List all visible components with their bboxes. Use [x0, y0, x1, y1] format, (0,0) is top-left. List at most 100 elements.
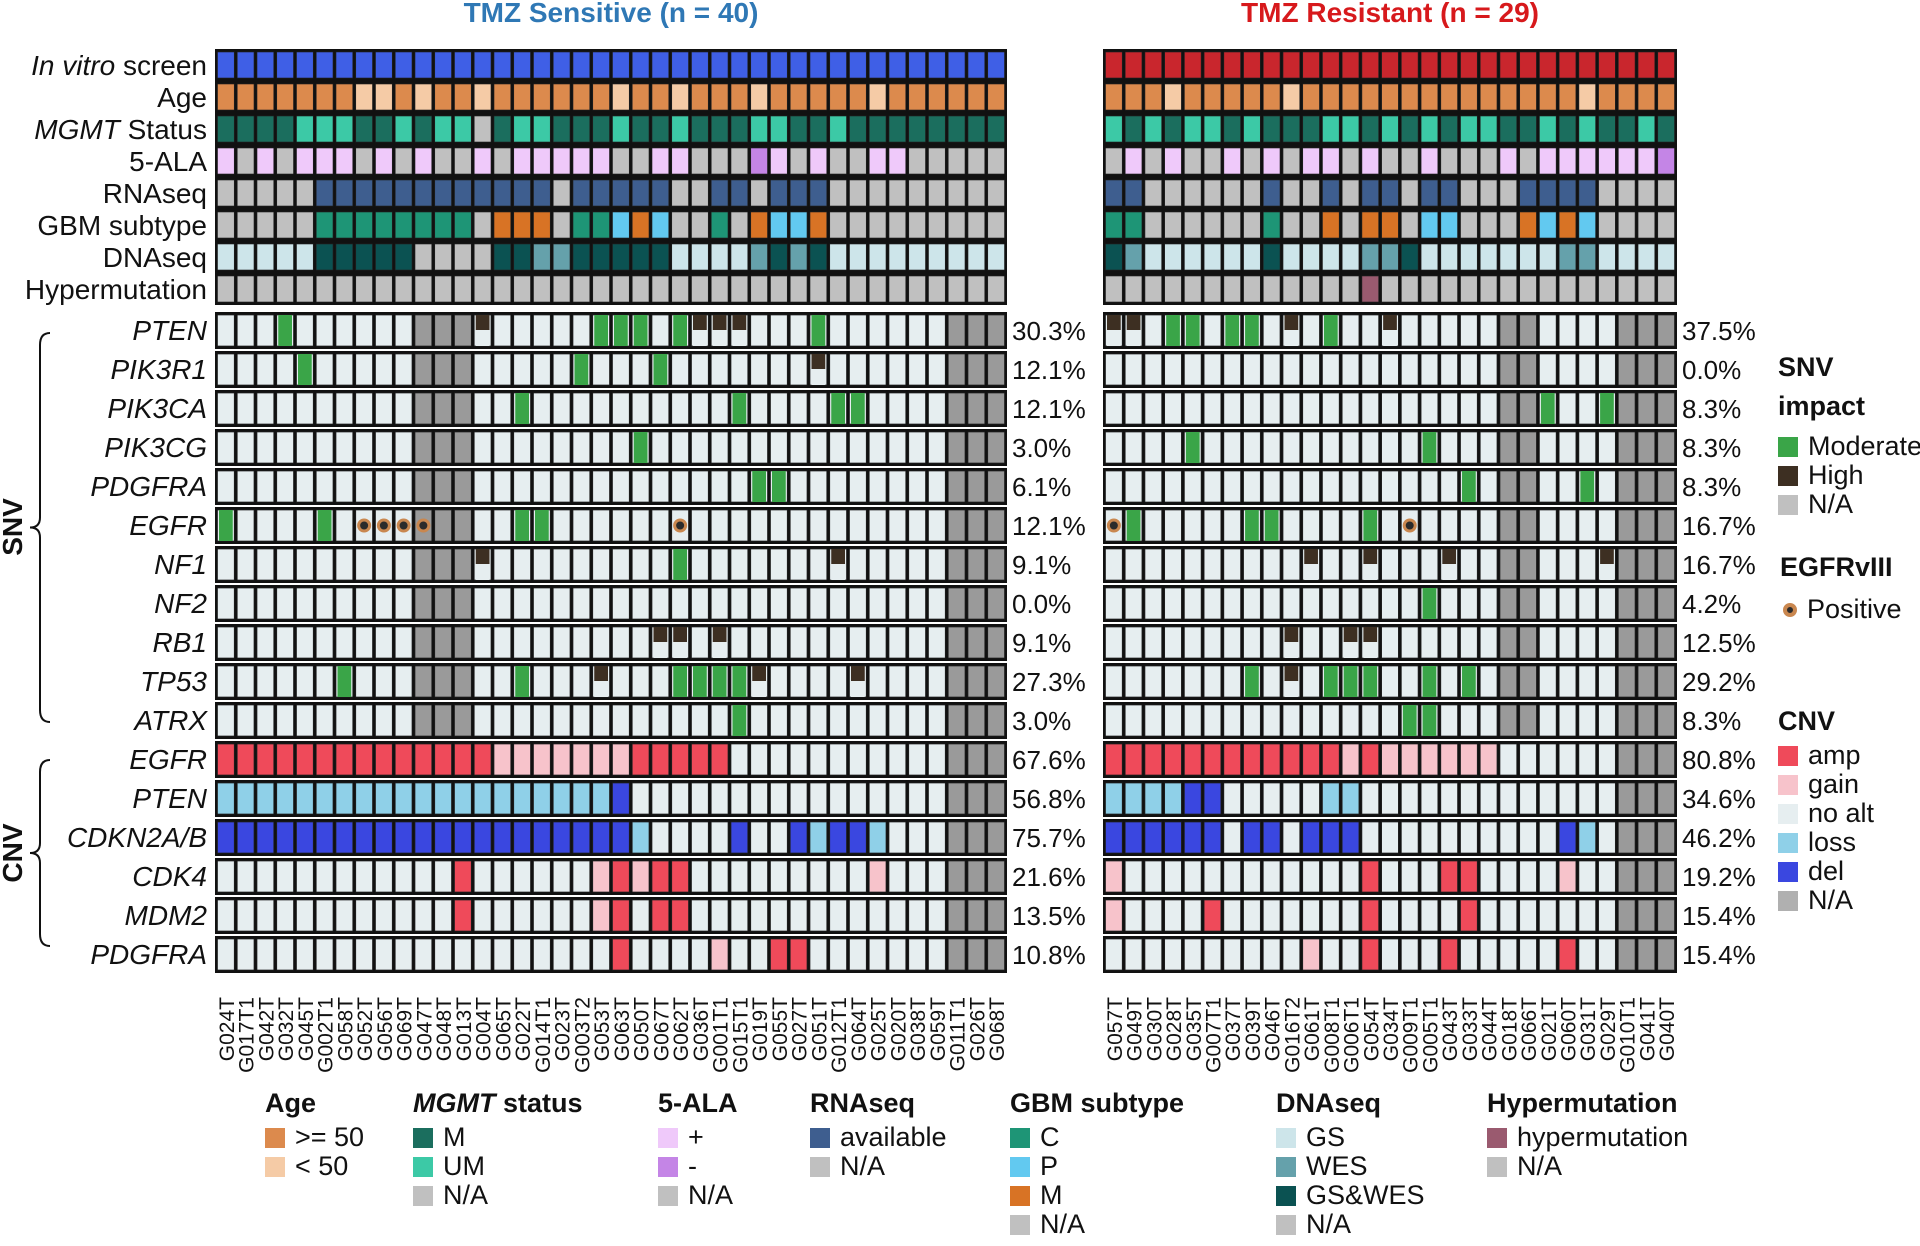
- gene-cell: [256, 743, 275, 776]
- gene-cell: [592, 509, 610, 542]
- gene-cell: [947, 704, 966, 737]
- legend-subtype: GBM subtype C P M N/A: [1010, 1088, 1184, 1239]
- annotation-cell: [1479, 147, 1498, 175]
- legend-swatch: [1778, 465, 1798, 486]
- gene-cell: [296, 821, 314, 854]
- gene-cell: [1637, 743, 1656, 776]
- gene-cell: [1361, 743, 1379, 776]
- annotation-cell: [691, 115, 709, 143]
- gene-cell: [1558, 548, 1577, 581]
- annotation-cell: [730, 115, 749, 143]
- annotation-cell: [1124, 115, 1143, 143]
- annotation-cell: [1243, 51, 1261, 79]
- snv-mark-mod: [515, 510, 529, 541]
- gene-cell: [631, 626, 650, 659]
- annotation-cell: [691, 275, 709, 303]
- annotation-cell: [1282, 115, 1301, 143]
- gene-cell: [1341, 782, 1360, 815]
- gene-cell: [612, 899, 630, 932]
- annotation-cell: [829, 51, 847, 79]
- gene-cell: [868, 587, 887, 620]
- annotation-cell: [1243, 211, 1261, 239]
- gene-cell: [770, 431, 788, 464]
- snv-mark-mod: [712, 666, 727, 697]
- legend-rnaseq-title: RNAseq: [810, 1088, 916, 1118]
- gene-cell: [1105, 392, 1123, 425]
- gene-cell: [1381, 470, 1399, 503]
- annotation-cell: [1322, 115, 1340, 143]
- gene-cell: [631, 782, 650, 815]
- sample-label: G035T: [1183, 997, 1206, 1061]
- annotation-cell: [315, 147, 334, 175]
- gene-cell: [434, 431, 452, 464]
- annotation-cell: [1223, 83, 1241, 111]
- snv-mark-mod: [1462, 666, 1476, 697]
- sample-label: G065T: [492, 997, 515, 1061]
- annotation-cell: [967, 115, 986, 143]
- gene-cell: [809, 431, 828, 464]
- gene-cell: [572, 899, 591, 932]
- legend-subtype-item: M: [1010, 1180, 1184, 1210]
- gene-cell: [414, 782, 433, 815]
- annotation-cell: [217, 83, 235, 111]
- gene-cell: [256, 314, 275, 347]
- sample-label: G052T: [354, 997, 377, 1061]
- annotation-cell: [454, 243, 472, 271]
- gene-cell: [552, 314, 571, 347]
- gene-cell: [473, 938, 492, 971]
- gene-cell: [592, 782, 610, 815]
- gene-cell: [1164, 938, 1182, 971]
- gene-cell: [1499, 860, 1518, 893]
- gene-cell: [868, 665, 887, 698]
- gene-cell: [1105, 821, 1123, 854]
- gene-cell: [1302, 470, 1320, 503]
- annotation-cell: [533, 147, 551, 175]
- gene-cell: [1558, 782, 1577, 815]
- gene-cell: [1401, 782, 1419, 815]
- annotation-cell: [809, 275, 828, 303]
- gene-cell: [1657, 860, 1675, 893]
- gene-cell: [592, 899, 610, 932]
- gene-cell: [1578, 314, 1596, 347]
- annotation-cell: [375, 179, 393, 207]
- annotation-cell: [612, 211, 630, 239]
- gene-cell: [276, 743, 294, 776]
- gene-cell: [315, 743, 334, 776]
- gene-cell: [276, 782, 294, 815]
- gene-cell: [256, 353, 275, 386]
- annotation-cell: [414, 275, 433, 303]
- gene-cell: [533, 821, 551, 854]
- gene-cell: [355, 704, 373, 737]
- gene-cell: [691, 509, 709, 542]
- sample-label: G010T1: [1617, 997, 1640, 1073]
- gene-cell: [1617, 743, 1636, 776]
- annotation-cell: [1361, 211, 1379, 239]
- gene-cell: [572, 860, 591, 893]
- gene-cell: [1282, 353, 1301, 386]
- row-percentage: 8.3%: [1682, 394, 1741, 424]
- gene-cell: [1479, 665, 1498, 698]
- annotation-cell: [849, 179, 867, 207]
- gene-cell: [868, 704, 887, 737]
- gene-cell: [375, 587, 393, 620]
- annotation-cell: [1519, 275, 1537, 303]
- snv-mark-gap: [1600, 564, 1614, 580]
- annotation-cell: [631, 51, 650, 79]
- gene-cell: [631, 821, 650, 854]
- annotation-cell: [750, 83, 768, 111]
- gene-cell: [1262, 860, 1281, 893]
- gene-cell: [770, 353, 788, 386]
- annotation-cell: [236, 115, 255, 143]
- gene-cell: [276, 470, 294, 503]
- gene-cell: [394, 392, 413, 425]
- annotation-cell: [987, 147, 1005, 175]
- gene-cell: [1105, 704, 1123, 737]
- annotation-row-frame: [215, 49, 1007, 81]
- annotation-cell: [394, 179, 413, 207]
- row-percentage: 10.8%: [1012, 940, 1086, 970]
- gene-cell: [572, 743, 591, 776]
- annotation-cell: [217, 51, 235, 79]
- annotation-cell: [868, 179, 887, 207]
- row-percentage: 9.1%: [1012, 550, 1071, 580]
- gene-cell: [1282, 860, 1301, 893]
